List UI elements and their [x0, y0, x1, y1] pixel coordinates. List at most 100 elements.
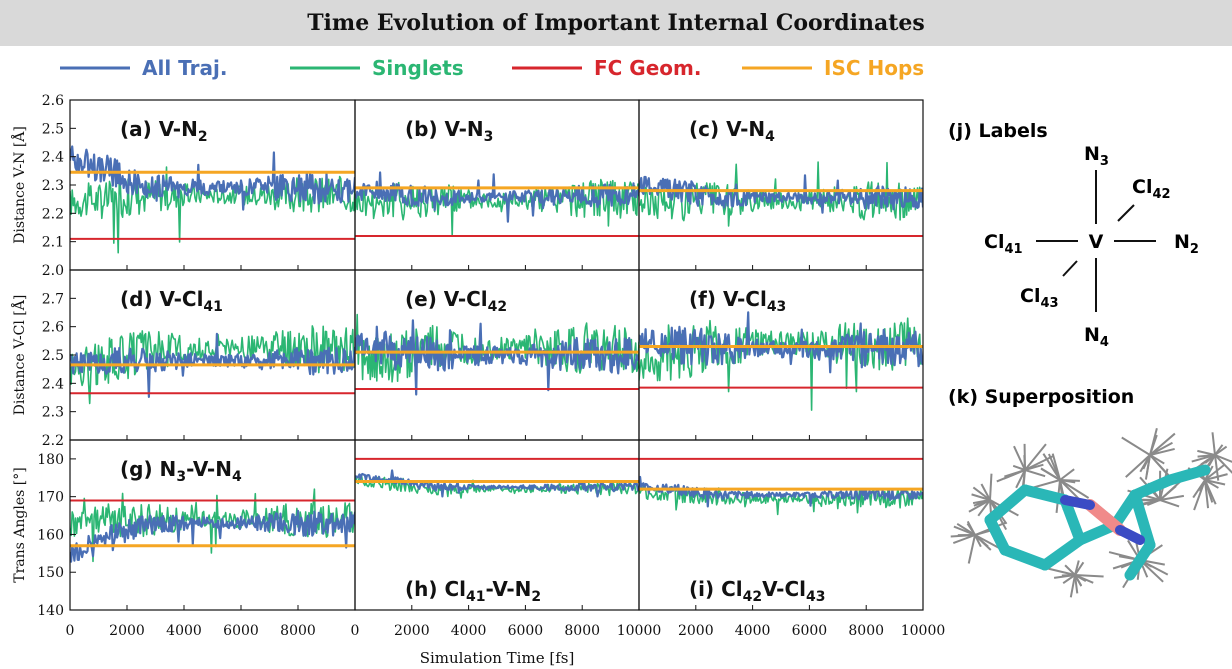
panel-label-2: (c) V-N4 [689, 117, 775, 145]
atom-n3: N3 [1084, 143, 1109, 169]
panel-0: (a) V-N2 2.0 2.1 2.2 2.3 2.4 2.5 2.6 [42, 93, 356, 279]
molecule-hydrogen-stick [1059, 479, 1082, 502]
x-axis-label: Simulation Time [fs] [420, 649, 575, 667]
series-all-traj-7 [355, 469, 639, 498]
col2-xtick-label: 8000 [848, 623, 884, 639]
molecule-bond [999, 544, 1051, 571]
panel-5: (f) V-Cl43 [638, 269, 924, 441]
molecule-hydrogen-stick [977, 499, 991, 517]
col1-xtick-label: 6000 [508, 623, 544, 639]
molecule-hydrogen-stick [974, 529, 991, 536]
molecule-hydrogen-stick [1074, 574, 1104, 578]
molecule-hydrogen-stick [1051, 453, 1061, 481]
atom-cl43: Cl43 [1020, 285, 1059, 311]
ytick-label: 140 [37, 603, 64, 619]
ytick-label: 2.3 [42, 178, 64, 194]
panel-8: (i) Cl42V-Cl43 [638, 439, 924, 611]
molecule-hydrogen-stick [1159, 499, 1180, 508]
panel-label-1: (b) V-N3 [405, 117, 493, 145]
molecule-hydrogen-stick [1149, 432, 1176, 456]
legend-label-singlets: Singlets [372, 56, 464, 80]
molecule-hydrogen-stick [1139, 454, 1151, 473]
molecule-hydrogen-stick [976, 499, 991, 506]
molecule-hydrogen-stick [1024, 469, 1046, 478]
atom-cl41: Cl41 [984, 231, 1023, 257]
molecule-hydrogen-stick [1204, 479, 1210, 509]
panel-label-6: (g) N3-V-N4 [120, 457, 242, 485]
molecule-hydrogen-stick [1204, 479, 1226, 486]
molecule-bond [1164, 464, 1211, 486]
y-axis-label-2: Trans Angles [°] [12, 467, 28, 582]
ytick-label: 2.7 [42, 291, 64, 307]
molecule-hydrogen-stick [1062, 574, 1076, 585]
series-all-traj-6 [70, 509, 355, 563]
ytick-label: 2.2 [42, 206, 64, 222]
series-singlets-0 [70, 166, 355, 254]
panel-3: (d) V-Cl41 2.2 2.3 2.4 2.5 2.6 2.7 [42, 269, 356, 449]
molecule-hydrogen-stick [1159, 494, 1185, 501]
series-singlets-6 [70, 488, 355, 563]
col0-xtick-label: 8000 [280, 623, 316, 639]
ytick-label: 2.0 [42, 263, 64, 279]
molecule-hydrogen-stick [1192, 479, 1206, 499]
molecule-hydrogen-stick [1149, 447, 1175, 456]
col1-xtick-label: 10000 [617, 623, 662, 639]
molecule-hydrogen-stick [1053, 574, 1076, 579]
axes: 0 2000 4000 6000 8000 0 2000 4000 6000 8000 10000 2… [10, 126, 945, 667]
molecule-hydrogen-stick [1144, 454, 1151, 480]
molecule-superposition-image [950, 428, 1232, 598]
ytick-label: 2.1 [42, 235, 64, 251]
panel-label-3: (d) V-Cl41 [120, 287, 223, 315]
atom-cl42: Cl42 [1132, 176, 1171, 202]
molecule-hydrogen-stick [1214, 454, 1232, 474]
molecule-hydrogen-stick [1074, 574, 1094, 584]
molecule-hydrogen-stick [1074, 574, 1079, 594]
panel-2: (c) V-N4 [638, 99, 924, 271]
molecule-bond [984, 484, 1031, 526]
col1-xtick-label: 4000 [451, 623, 487, 639]
molecule-hydrogen-stick [1013, 445, 1026, 471]
molecule-hydrogen-stick [1214, 454, 1220, 481]
panel-frame-8 [638, 439, 924, 611]
panel-label-5: (f) V-Cl43 [689, 287, 786, 315]
legend-label-fc_geom: FC Geom. [594, 56, 701, 80]
molecule-hydrogen-stick [989, 473, 993, 501]
labels-title: (j) Labels [948, 120, 1048, 142]
panel-4: (e) V-Cl42 [354, 269, 640, 441]
molecule-hydrogen-stick [1204, 479, 1217, 505]
labels-diagram: (j) Labels V N3 N4 N2 Cl41 Cl42 Cl43 [948, 120, 1199, 350]
col2-xtick-label: 10000 [901, 623, 946, 639]
molecule-hydrogen-stick [974, 534, 992, 551]
molecule-hydrogen-stick [1204, 473, 1228, 481]
molecule-hydrogen-stick [1012, 464, 1026, 471]
bond-cl43 [1062, 260, 1078, 277]
molecule-hydrogen-stick [1069, 574, 1076, 598]
molecule-hydrogen-stick [1004, 469, 1026, 478]
col2-xtick-label: 6000 [792, 623, 828, 639]
panel-label-0: (a) V-N2 [120, 117, 208, 145]
ytick-label: 2.3 [42, 405, 64, 421]
atom-n2: N2 [1174, 231, 1199, 257]
molecule-hydrogen-stick [1149, 441, 1173, 456]
superposition-panel: (k) Superposition [948, 386, 1232, 598]
molecule-hydrogen-stick [952, 534, 976, 545]
atom-v: V [1089, 231, 1104, 253]
legend-label-isc_hops: ISC Hops [824, 56, 924, 80]
legend: All Traj. Singlets FC Geom. ISC Hops [60, 56, 924, 80]
molecule-hydrogen-stick [1059, 468, 1075, 481]
molecule-bond [1039, 534, 1086, 571]
ytick-label: 150 [37, 565, 64, 581]
col1-xtick-label: 2000 [394, 623, 430, 639]
molecule-bond [1129, 474, 1176, 501]
col0-xtick-label: 4000 [166, 623, 202, 639]
panel-frame-2 [638, 99, 924, 271]
series-all-traj-5 [639, 311, 923, 374]
molecule-hydrogen-stick [966, 520, 976, 536]
molecule-vanadium-bond [1084, 499, 1126, 536]
col2-xtick-label: 4000 [735, 623, 771, 639]
molecule-hydrogen-stick [1214, 454, 1232, 463]
series-all-traj-3 [70, 332, 355, 398]
molecule-hydrogen-stick [1197, 449, 1216, 456]
y-axis-label-1: Distance V-Cl [Å] [10, 295, 28, 416]
